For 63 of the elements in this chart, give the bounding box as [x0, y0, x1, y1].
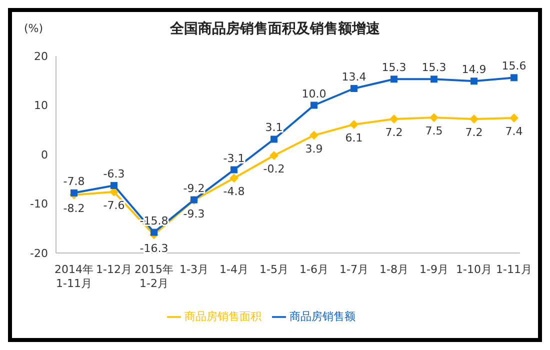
- data-label: -16.3: [140, 242, 168, 255]
- data-label: 7.4: [505, 125, 523, 138]
- point: [430, 113, 438, 122]
- x-tick-label: 1-6月: [300, 263, 328, 276]
- data-label: 6.1: [345, 131, 363, 144]
- data-label: 10.0: [302, 87, 326, 100]
- point: [510, 114, 518, 123]
- point: [270, 150, 278, 160]
- data-label: -6.3: [103, 168, 125, 181]
- point: [390, 114, 398, 124]
- x-tick-label: 1-3月: [180, 263, 208, 276]
- point: [510, 74, 518, 82]
- data-label: 14.9: [462, 63, 486, 76]
- point: [230, 174, 238, 183]
- x-tick-label: 1-5月: [260, 263, 288, 276]
- data-label: 3.1: [265, 121, 283, 134]
- point: [430, 76, 438, 83]
- y-tick-label: 10: [34, 99, 48, 112]
- point: [310, 102, 318, 109]
- legend-label: 商品房销售额: [290, 310, 356, 323]
- point: [70, 189, 78, 196]
- y-tick-label: -10: [30, 198, 48, 211]
- y-tick-label: 20: [34, 50, 48, 63]
- x-tick-label: 2014年 1-11月: [54, 263, 94, 290]
- data-label: -7.6: [103, 198, 125, 212]
- x-tick-label: 1-9月: [420, 263, 448, 276]
- legend-label: 商品房销售面积: [184, 310, 262, 323]
- point: [350, 85, 358, 92]
- x-tick-label: 1-4月: [220, 263, 248, 276]
- data-label: -4.8: [223, 185, 245, 198]
- data-label: 7.5: [425, 124, 443, 138]
- data-label: 15.6: [502, 60, 526, 73]
- chart-title: 全国商品房销售面积及销售额增速: [170, 21, 380, 37]
- x-tick-label: 1-8月: [380, 263, 408, 276]
- data-label: 7.2: [385, 126, 403, 140]
- data-label: -0.2: [263, 162, 285, 176]
- point: [310, 130, 318, 140]
- point: [470, 78, 478, 85]
- data-label: -9.2: [183, 182, 205, 195]
- data-label: 7.2: [465, 126, 483, 140]
- x-tick-label: 2015年 1-2月: [134, 263, 174, 290]
- x-tick-label: 1-7月: [340, 263, 368, 276]
- point: [110, 182, 118, 190]
- point: [150, 228, 158, 236]
- x-tick-label: 1-12月: [96, 263, 132, 276]
- data-label: -9.3: [183, 207, 205, 220]
- y-tick-label: -20: [30, 246, 48, 260]
- point: [230, 166, 238, 174]
- x-tick-label: 1-10月: [456, 263, 492, 276]
- point: [390, 76, 398, 83]
- point: [270, 136, 278, 143]
- x-tick-label: 1-11月: [496, 263, 532, 276]
- data-label: -3.1: [223, 152, 245, 165]
- data-label: 15.3: [422, 61, 446, 74]
- data-label: -8.2: [63, 202, 85, 215]
- y-tick-label: 0: [41, 148, 48, 162]
- point: [350, 120, 358, 129]
- data-label: -7.8: [63, 174, 85, 188]
- point: [470, 114, 478, 124]
- data-label: 13.4: [342, 70, 366, 84]
- y-axis-title: (%): [24, 22, 44, 35]
- data-label: 3.9: [305, 142, 323, 156]
- data-label: 15.3: [382, 61, 406, 74]
